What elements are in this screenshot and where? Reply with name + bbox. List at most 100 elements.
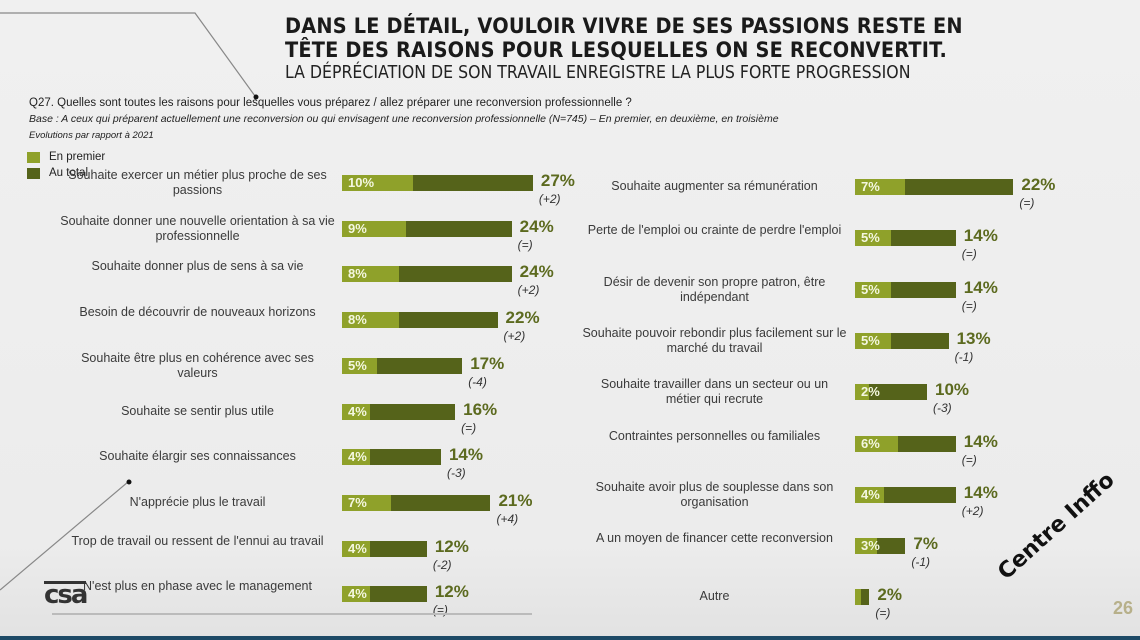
right-evolution: (=): [961, 452, 977, 467]
left-bar: 5%: [342, 357, 463, 374]
right-bar-first: [855, 589, 862, 606]
right-total-value: 14%: [963, 431, 998, 451]
right-row-label: Perte de l'emploi ou crainte de perdre l…: [587, 223, 842, 238]
footer-divider: [52, 613, 532, 615]
decorative-dot-top: [253, 94, 259, 100]
right-bar: 2%: [855, 384, 927, 401]
left-bar-first: [342, 312, 399, 329]
left-total-value: 17%: [470, 353, 505, 373]
right-row: Contraintes personnelles ou familiales 6%…: [0, 429, 1140, 476]
left-row-label: N'est plus en phase avec le management: [83, 579, 312, 594]
left-row: Souhaite exercer un métier plus proche d…: [0, 168, 1140, 215]
right-evolution: (-3): [933, 401, 952, 416]
left-row-label: Souhaite donner une nouvelle orientation…: [60, 213, 335, 243]
right-bar-first: [855, 486, 884, 503]
left-row-label: Souhaite élargir ses connaissances: [99, 449, 296, 464]
csa-logo-bar: [44, 581, 86, 584]
left-total-value: 16%: [463, 399, 498, 419]
right-bar-first-label: 3%: [861, 538, 880, 554]
left-evolution: (=): [461, 420, 477, 435]
left-bar-first-label: 4%: [348, 403, 367, 419]
left-bar-first-label: 4%: [348, 540, 367, 556]
right-bar: 3%: [855, 538, 906, 555]
left-bar-first-label: 4%: [348, 449, 367, 465]
legend-item-first: En premier: [27, 149, 105, 165]
evolutions-note: Evolutions par rapport à 2021: [29, 130, 154, 141]
right-evolution: (=): [1019, 196, 1035, 210]
left-evolution: (-3): [446, 466, 466, 481]
right-evolution: (-1): [911, 555, 931, 570]
right-row: Perte de l'emploi ou crainte de perdre l…: [0, 223, 1140, 270]
right-bar-first: [855, 332, 891, 349]
left-evolution: (=): [517, 237, 533, 252]
left-total-value: 24%: [519, 216, 554, 236]
left-total-value: 27%: [540, 171, 575, 190]
left-evolution: (-4): [468, 374, 487, 389]
right-total-value: 14%: [963, 482, 998, 502]
left-row: Souhaite se sentir plus utile 4% 16% (=): [0, 399, 1140, 444]
left-bar-total: [342, 403, 456, 420]
left-bar-first-label: 10%: [348, 175, 375, 190]
right-row-label: Autre: [699, 589, 730, 604]
right-evolution: (=): [961, 247, 977, 262]
bottom-bar: [0, 636, 1140, 640]
left-bar-first: [342, 175, 413, 191]
left-bar: 4%: [342, 403, 456, 420]
left-bar: 4%: [342, 449, 441, 466]
left-bar-first: [342, 403, 371, 420]
right-bar-first-label: 4%: [861, 486, 880, 502]
left-bar-first: [342, 449, 371, 466]
left-row-label: Souhaite donner plus de sens à sa vie: [91, 259, 304, 274]
left-row: Trop de travail ou ressent de l'ennui au…: [0, 534, 1140, 581]
right-bar-first-label: 5%: [861, 332, 880, 348]
legend-item-total: Au total: [27, 165, 105, 181]
right-bar-first: [855, 230, 891, 247]
left-row-label: Souhaite se sentir plus utile: [121, 403, 274, 418]
right-total-value: 22%: [1021, 175, 1056, 194]
right-bar-first: [855, 179, 906, 195]
right-row-label: Souhaite avoir plus de souplesse dans so…: [595, 479, 834, 509]
left-total-value: 14%: [448, 445, 483, 465]
right-bar: 5%: [855, 281, 956, 298]
left-bar: 8%: [342, 266, 512, 283]
right-bar-first-label: 7%: [861, 179, 880, 194]
right-row: A un moyen de financer cette reconversio…: [0, 531, 1140, 578]
left-bar-first-label: 7%: [348, 494, 367, 510]
legend-swatch-total: [27, 167, 40, 179]
left-row: Souhaite donner plus de sens à sa vie 8% 2…: [0, 259, 1140, 306]
left-evolution: (+4): [496, 511, 519, 526]
left-bar: 8%: [342, 312, 498, 329]
left-bar-first: [342, 540, 371, 557]
subtitle: LA DÉPRÉCIATION DE SON TRAVAIL ENREGISTR…: [285, 63, 911, 83]
right-row-label: Souhaite augmenter sa rémunération: [611, 179, 818, 193]
right-bar-first-label: 5%: [861, 281, 880, 297]
left-row-label: N'apprécie plus le travail: [129, 494, 266, 509]
right-row-label: Contraintes personnelles ou familiales: [608, 428, 821, 443]
right-bar-total: [855, 384, 927, 401]
title-block: DANS LE DÉTAIL, VOULOIR VIVRE DE SES PAS…: [285, 14, 1075, 84]
left-total-value: 12%: [434, 582, 469, 602]
right-evolution: (=): [875, 606, 891, 621]
left-bar-first-label: 9%: [348, 220, 367, 236]
left-bar: 4%: [342, 586, 427, 603]
left-row: Souhaite être plus en cohérence avec ses…: [0, 351, 1140, 398]
right-bar: 5%: [855, 230, 956, 247]
right-total-value: 14%: [963, 277, 998, 297]
left-bar-first-label: 4%: [348, 586, 367, 602]
right-bar: 4%: [855, 486, 956, 503]
left-bar: 4%: [342, 540, 427, 557]
left-row: Besoin de découvrir de nouveaux horizons…: [0, 305, 1140, 352]
title-line-2: TÊTE DES RAISONS POUR LESQUELLES ON SE R…: [285, 38, 948, 62]
left-evolution: (+2): [517, 283, 540, 298]
left-bar-first-label: 5%: [348, 357, 367, 373]
left-row: Souhaite élargir ses connaissances 4% 14%(…: [0, 445, 1140, 489]
title-line-1: DANS LE DÉTAIL, VOULOIR VIVRE DE SES PAS…: [285, 14, 963, 38]
right-evolution: (=): [961, 298, 977, 313]
right-evolution: (+2): [961, 503, 984, 518]
left-total-value: 21%: [498, 490, 533, 510]
legend-swatch-first: [27, 151, 40, 163]
left-bar-first-label: 8%: [348, 266, 367, 282]
decorative-line-bottom: [0, 481, 129, 591]
decorative-dot-bottom: [126, 479, 132, 485]
left-row: N'apprécie plus le travail 7% 21% (+4): [0, 490, 1140, 535]
